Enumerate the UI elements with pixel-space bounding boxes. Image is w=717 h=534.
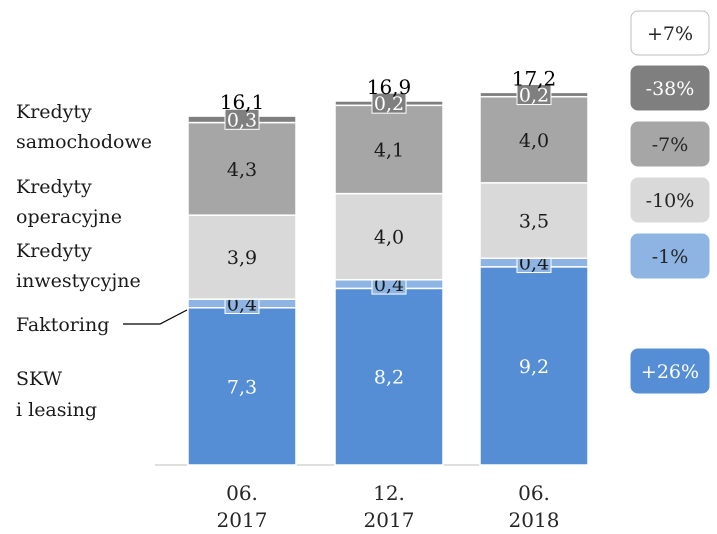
change-badge-label: +7% (647, 23, 693, 45)
change-badge (630, 121, 710, 167)
change-badge (630, 233, 710, 279)
x-tick-label: 06. (518, 481, 550, 505)
total-label: 16,1 (220, 90, 265, 114)
x-tick-label: 2017 (364, 508, 415, 532)
series-label: Kredyty (16, 101, 92, 123)
change-badge (630, 10, 710, 56)
change-badge-label: -38% (646, 78, 695, 100)
data-label: 9,2 (519, 356, 549, 378)
series-label: Faktoring (16, 314, 109, 336)
data-label: 4,3 (227, 159, 257, 181)
change-badge-label: -10% (646, 190, 695, 212)
data-label: 0,2 (374, 93, 404, 115)
bar-segment-2-1 (334, 192, 444, 281)
change-badge-label: -7% (652, 134, 689, 156)
x-tick-label: 2018 (509, 508, 560, 532)
series-label: Kredyty (16, 176, 92, 198)
change-badge-label: +26% (641, 361, 699, 383)
data-label: 3,9 (227, 247, 257, 269)
bar-segment-3-0 (187, 121, 297, 216)
data-label: 8,2 (374, 367, 404, 389)
data-label-box (371, 92, 407, 114)
data-label: 3,5 (519, 211, 549, 233)
data-label: 0,2 (519, 85, 549, 107)
series-label: SKW (16, 368, 63, 390)
series-label: Kredyty (16, 240, 92, 262)
series-label: inwestycyjne (16, 270, 141, 292)
data-label-box (224, 108, 260, 130)
total-label: 16,9 (367, 75, 412, 99)
total-label: 17,2 (512, 66, 557, 90)
data-label: 4,0 (374, 227, 404, 249)
data-label: 4,1 (374, 139, 404, 161)
change-badge (630, 65, 710, 111)
x-tick-label: 12. (373, 481, 405, 505)
series-label: samochodowe (16, 131, 152, 153)
change-badge (630, 348, 710, 394)
x-tick-label: 06. (226, 481, 258, 505)
bar-segment-3-1 (334, 104, 444, 195)
data-label: 7,3 (227, 376, 257, 398)
series-label: operacyjne (16, 206, 122, 228)
data-label: 0,3 (227, 109, 257, 131)
bar-segment-2-0 (187, 214, 297, 300)
data-label: 4,0 (519, 130, 549, 152)
data-label-box (516, 84, 552, 106)
series-label: i leasing (16, 399, 97, 421)
bar-segment-2-2 (479, 182, 589, 259)
change-badge-label: -1% (652, 246, 689, 268)
bar-segment-0-0 (187, 307, 297, 466)
x-tick-label: 2017 (217, 508, 268, 532)
change-badge (630, 177, 710, 223)
leader-line (123, 309, 188, 325)
